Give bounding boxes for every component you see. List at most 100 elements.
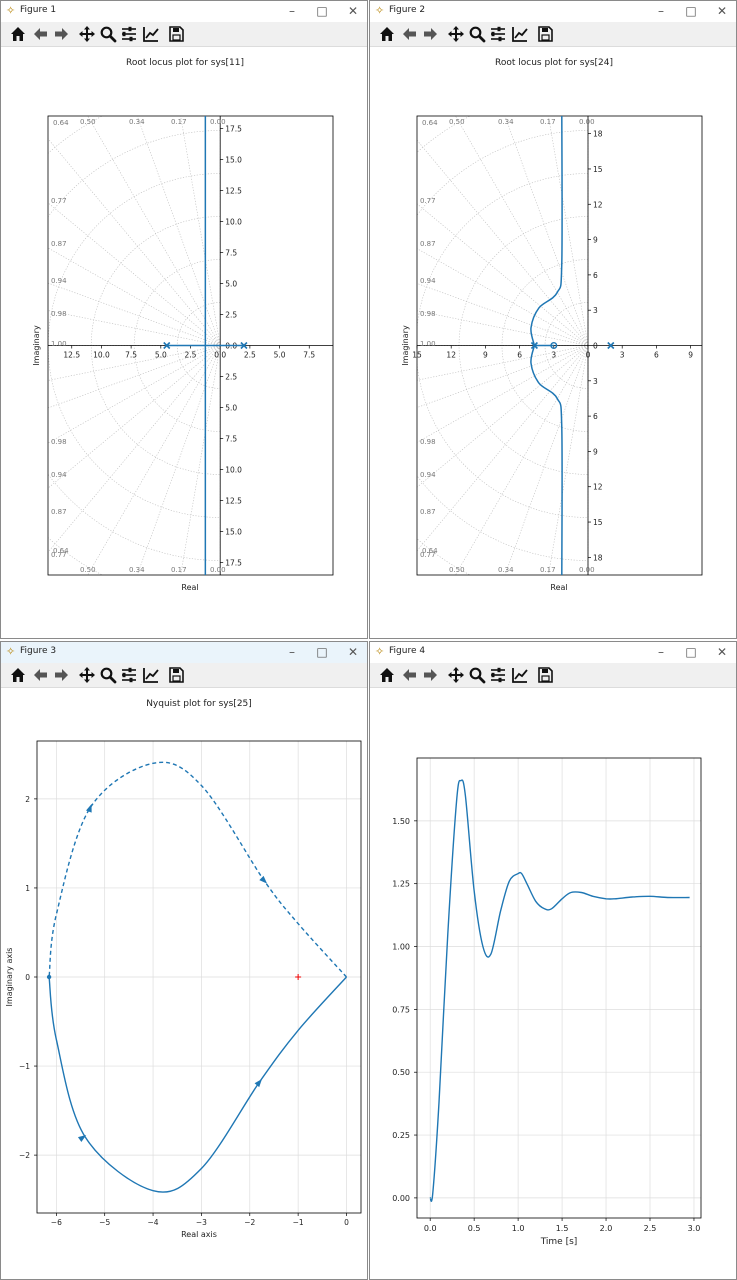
locus-branch — [530, 116, 563, 346]
configure-subplots-icon[interactable] — [120, 666, 138, 684]
close-button[interactable]: ✕ — [716, 645, 728, 659]
x-tick-label: −3 — [196, 1218, 207, 1227]
x-tick-label: 0.0 — [424, 1224, 437, 1233]
home-icon[interactable] — [9, 666, 27, 684]
edit-axis-icon[interactable] — [511, 666, 529, 684]
home-icon[interactable] — [378, 666, 396, 684]
maximize-button[interactable]: □ — [685, 645, 697, 659]
damping-label: 0.17 — [171, 118, 187, 126]
save-icon[interactable] — [536, 25, 554, 43]
natural-frequency-circle — [417, 130, 589, 561]
maximize-button[interactable]: □ — [316, 4, 328, 18]
minimize-button[interactable]: – — [289, 645, 295, 659]
minimize-button[interactable]: – — [289, 4, 295, 18]
natural-frequency-circle — [48, 173, 221, 518]
y-tick-label: 12.5 — [225, 186, 242, 195]
title-bar[interactable]: ✧ Figure 2 – □ ✕ — [370, 1, 736, 23]
y-tick-label: 15 — [593, 518, 603, 527]
edit-axis-icon[interactable] — [142, 666, 160, 684]
nyquist-chart: Nyquist plot for sys[25] −6 −5 −4 −3 −2 −1 0 2 1 0… — [5, 699, 362, 1239]
damping-label: 0.94 — [420, 277, 436, 285]
x-tick-label: −6 — [51, 1218, 62, 1227]
close-button[interactable]: ✕ — [347, 4, 359, 18]
y-tick-label: 6 — [593, 271, 598, 280]
forward-icon[interactable] — [53, 25, 71, 43]
x-tick-label: 2.5 — [185, 351, 197, 360]
x-tick-label: 3 — [551, 351, 556, 360]
damping-ray — [417, 345, 589, 488]
forward-icon[interactable] — [422, 25, 440, 43]
axes-frame — [36, 740, 362, 1214]
save-icon[interactable] — [167, 666, 185, 684]
back-icon[interactable] — [31, 25, 49, 43]
x-tick-label: 5.0 — [155, 351, 167, 360]
damping-label: 0.98 — [51, 438, 67, 446]
zoom-icon[interactable] — [99, 666, 117, 684]
x-axis-label: Time [s] — [540, 1237, 578, 1247]
configure-subplots-icon[interactable] — [489, 25, 507, 43]
zoom-icon[interactable] — [99, 25, 117, 43]
title-bar[interactable]: ✧ Figure 1 – □ ✕ — [1, 1, 367, 23]
x-tick-label: 3.0 — [688, 1224, 701, 1233]
back-icon[interactable] — [31, 666, 49, 684]
damping-ray — [87, 116, 221, 346]
configure-subplots-icon[interactable] — [489, 666, 507, 684]
app-icon: ✧ — [375, 645, 385, 658]
maximize-button[interactable]: □ — [316, 645, 328, 659]
forward-icon[interactable] — [53, 666, 71, 684]
pan-icon[interactable] — [78, 25, 96, 43]
y-axis-label: Imaginary axis — [5, 948, 14, 1007]
root-locus-chart-2: Root locus plot for sys[24] 15 12 9 6 3 0 3 6 9 18… — [401, 58, 703, 592]
forward-icon[interactable] — [422, 666, 440, 684]
figure-window-3: ✧ Figure 3 – □ ✕ Nyquist plot for sys[25… — [0, 641, 368, 1280]
x-tick-label: −2 — [244, 1218, 255, 1227]
damping-label: 0.87 — [51, 508, 67, 516]
home-icon[interactable] — [9, 25, 27, 43]
x-tick-label: 1.0 — [512, 1224, 525, 1233]
x-tick-label: 2.5 — [244, 351, 256, 360]
damping-label: 0.64 — [53, 547, 69, 555]
close-button[interactable]: ✕ — [716, 4, 728, 18]
minimize-button[interactable]: – — [658, 645, 664, 659]
zoom-icon[interactable] — [468, 666, 486, 684]
edit-axis-icon[interactable] — [511, 25, 529, 43]
x-tick-label: 0 — [586, 351, 591, 360]
save-icon[interactable] — [167, 25, 185, 43]
y-tick-label: 2 — [25, 795, 30, 804]
edit-axis-icon[interactable] — [142, 25, 160, 43]
pan-icon[interactable] — [447, 25, 465, 43]
direction-arrow — [259, 875, 268, 884]
app-icon: ✧ — [6, 4, 16, 17]
y-tick-label: 6 — [593, 412, 598, 421]
damping-label: 0.50 — [449, 118, 465, 126]
x-tick-label: −1 — [293, 1218, 304, 1227]
title-bar[interactable]: ✧ Figure 3 – □ ✕ — [1, 642, 367, 664]
damping-ray — [417, 310, 589, 346]
maximize-button[interactable]: □ — [685, 4, 697, 18]
minimize-button[interactable]: – — [658, 4, 664, 18]
damping-ray — [417, 139, 589, 346]
back-icon[interactable] — [400, 666, 418, 684]
zoom-icon[interactable] — [468, 25, 486, 43]
configure-subplots-icon[interactable] — [120, 25, 138, 43]
y-tick-label: 0.00 — [392, 1194, 410, 1203]
chart-title: Nyquist plot for sys[25] — [146, 699, 252, 709]
x-tick-label: 12.5 — [63, 351, 80, 360]
x-tick-label: 15 — [412, 351, 422, 360]
y-tick-label: 18 — [593, 130, 603, 139]
pan-icon[interactable] — [447, 666, 465, 684]
damping-ray — [48, 345, 221, 489]
back-icon[interactable] — [400, 25, 418, 43]
pan-icon[interactable] — [78, 666, 96, 684]
app-icon: ✧ — [6, 645, 16, 658]
damping-label: 0.98 — [51, 310, 67, 318]
close-button[interactable]: ✕ — [347, 645, 359, 659]
save-icon[interactable] — [536, 666, 554, 684]
y-tick-label: 12 — [593, 200, 603, 209]
damping-label: 0.50 — [449, 566, 465, 574]
step-response-curve — [429, 779, 690, 1202]
pole-marker — [530, 341, 538, 350]
pole-marker — [240, 341, 248, 350]
home-icon[interactable] — [378, 25, 396, 43]
title-bar[interactable]: ✧ Figure 4 – □ ✕ — [370, 642, 736, 664]
